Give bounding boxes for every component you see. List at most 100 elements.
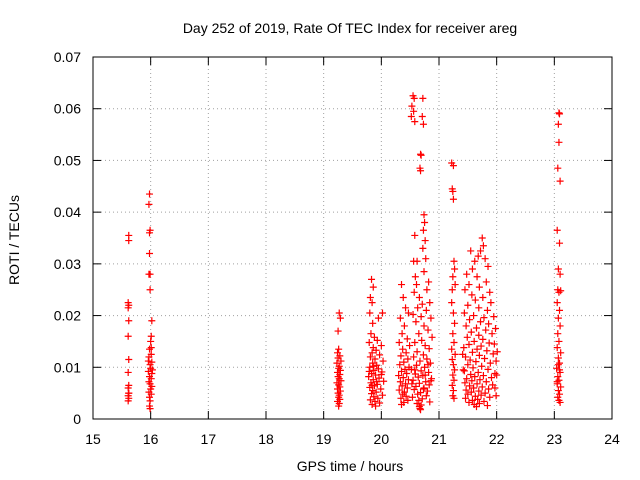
data-point (412, 382, 420, 390)
data-point (465, 398, 473, 406)
data-point (553, 378, 561, 386)
data-point (460, 309, 468, 317)
data-point (124, 304, 132, 312)
data-point (471, 373, 479, 381)
data-point (479, 293, 487, 301)
data-point (395, 338, 403, 346)
data-point (124, 332, 132, 340)
data-point (148, 366, 156, 374)
data-point (419, 226, 427, 234)
data-point (372, 388, 380, 396)
data-point (460, 367, 468, 375)
data-point (408, 393, 416, 401)
data-point (483, 402, 491, 410)
data-point (466, 382, 474, 390)
data-point (481, 354, 489, 362)
data-point (482, 326, 490, 334)
data-point (486, 393, 494, 401)
data-point (471, 257, 479, 265)
data-point (376, 351, 384, 359)
x-tick-label: 21 (431, 431, 447, 447)
data-point (465, 281, 473, 289)
data-point (464, 390, 472, 398)
data-point (449, 361, 457, 369)
data-point (373, 378, 381, 386)
data-point (448, 299, 456, 307)
data-point (125, 356, 133, 364)
data-point (407, 112, 415, 120)
data-point (553, 344, 561, 352)
data-point (406, 342, 414, 350)
data-point (487, 374, 495, 382)
data-point (467, 371, 475, 379)
data-point (334, 327, 342, 335)
data-point (483, 347, 491, 355)
data-point (375, 374, 383, 382)
data-point (479, 242, 487, 250)
data-point (554, 354, 562, 362)
y-tick-label: 0 (73, 411, 81, 427)
data-point (336, 314, 344, 322)
data-point (451, 366, 459, 374)
data-point (492, 325, 500, 332)
data-point (414, 390, 422, 398)
data-point (467, 247, 475, 255)
data-point (380, 377, 388, 385)
data-point (403, 335, 411, 343)
data-point (555, 337, 563, 345)
x-tick-label: 20 (374, 431, 390, 447)
data-point (470, 337, 478, 345)
data-point (368, 299, 376, 307)
data-point (478, 383, 486, 391)
data-point (417, 367, 425, 375)
data-point (428, 333, 436, 341)
data-point (412, 318, 420, 326)
data-point (472, 358, 480, 366)
data-point (425, 381, 433, 389)
data-point (556, 398, 564, 406)
data-point (449, 371, 457, 379)
data-point (335, 309, 343, 317)
data-point (464, 301, 472, 309)
data-point (554, 393, 562, 401)
data-point (413, 361, 421, 369)
data-point (410, 386, 418, 394)
data-point (368, 275, 376, 283)
data-point (404, 355, 412, 363)
y-tick-label: 0.01 (54, 359, 81, 375)
data-point (450, 394, 458, 402)
data-point (468, 348, 476, 356)
data-point (462, 386, 470, 394)
data-point (376, 399, 384, 407)
data-point (449, 309, 457, 317)
data-point (465, 341, 473, 349)
data-point (485, 339, 493, 347)
data-point (366, 293, 374, 301)
data-point (479, 335, 487, 343)
data-point (419, 385, 427, 393)
data-point (379, 357, 387, 365)
data-point (459, 366, 467, 374)
data-point (414, 304, 422, 312)
data-point (417, 406, 425, 414)
data-point (449, 195, 457, 203)
data-point (411, 118, 419, 126)
data-point (416, 357, 424, 365)
data-point (475, 387, 483, 395)
data-point (475, 283, 483, 291)
data-point (398, 382, 406, 390)
data-point (373, 361, 381, 369)
data-point (400, 358, 408, 366)
y-tick-label: 0.07 (54, 49, 81, 65)
data-point (419, 244, 427, 252)
data-point (422, 306, 430, 314)
data-point (423, 355, 431, 363)
data-point (461, 286, 469, 294)
data-point (493, 348, 501, 356)
axis-ticks (92, 56, 613, 420)
data-point (415, 379, 423, 387)
data-point (557, 287, 565, 295)
data-point (374, 365, 382, 373)
data-point (366, 309, 374, 317)
